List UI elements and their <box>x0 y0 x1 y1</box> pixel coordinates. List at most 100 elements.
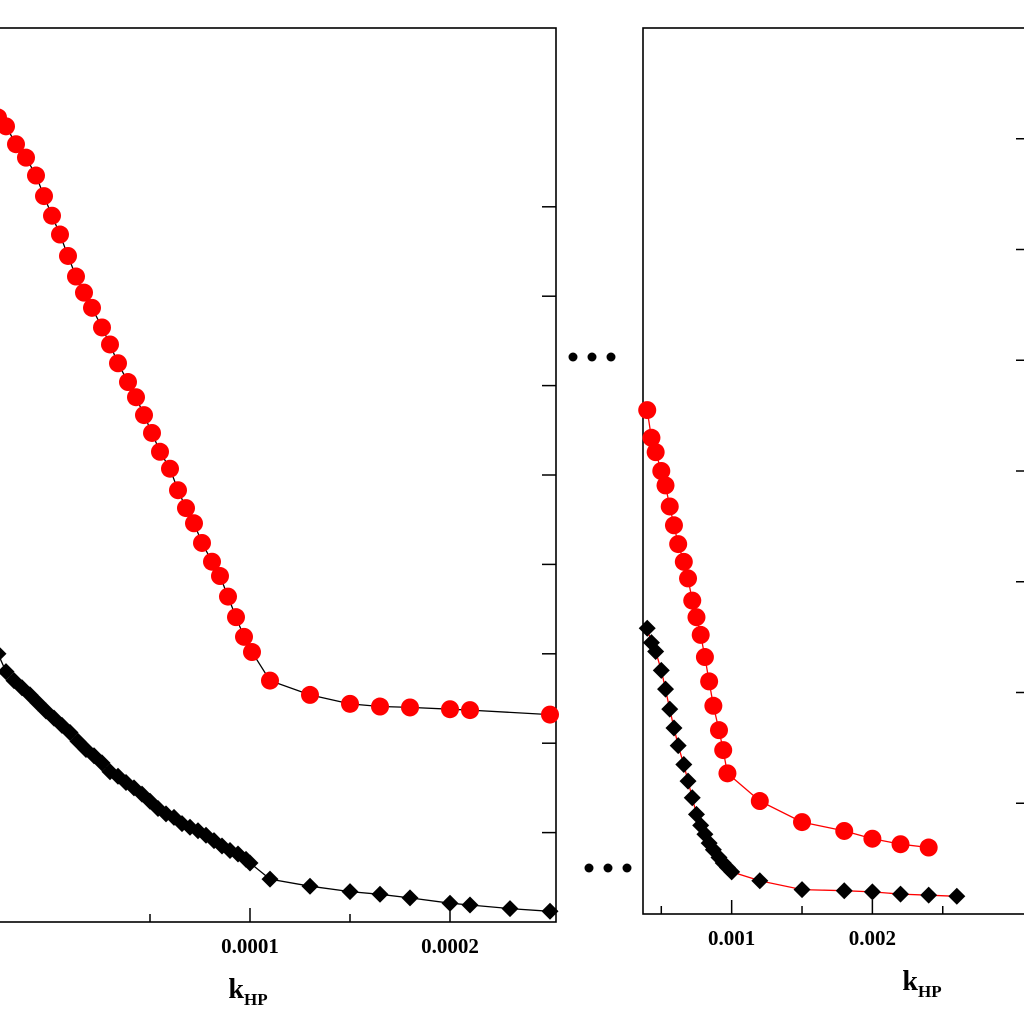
data-point-circle <box>687 608 706 627</box>
data-point-circle <box>135 406 153 425</box>
series-line <box>646 628 957 897</box>
data-point-circle <box>695 648 714 667</box>
data-point-circle <box>541 705 559 724</box>
data-point-circle <box>185 514 203 533</box>
data-point-circle <box>109 354 127 373</box>
data-point-circle <box>371 697 389 716</box>
data-point-diamond <box>371 885 389 903</box>
data-point-circle <box>750 792 769 811</box>
data-point-diamond <box>920 886 938 904</box>
data-point-circle <box>669 535 688 554</box>
data-point-diamond <box>835 882 853 900</box>
data-point-diamond <box>863 883 881 901</box>
data-point-circle <box>646 443 665 462</box>
data-point-circle <box>709 721 728 740</box>
break-dot <box>584 863 594 873</box>
data-point-circle <box>919 838 938 857</box>
data-point-diamond <box>441 894 459 912</box>
data-point-circle <box>652 462 671 480</box>
data-point-diamond <box>301 877 319 895</box>
data-point-circle <box>151 442 169 461</box>
data-point-circle <box>683 591 702 610</box>
data-point-diamond <box>669 737 687 755</box>
data-point-circle <box>101 335 119 354</box>
data-point-circle <box>642 428 661 447</box>
break-dot <box>622 863 632 873</box>
data-point-diamond <box>652 661 670 679</box>
data-point-diamond <box>241 854 259 872</box>
data-point-circle <box>75 283 93 302</box>
data-point-circle <box>261 671 279 690</box>
data-point-circle <box>7 135 25 154</box>
x-axis-label-main: k <box>228 974 244 1005</box>
data-point-circle <box>718 764 737 783</box>
data-point-diamond <box>461 896 479 914</box>
data-point-circle <box>674 552 693 571</box>
data-point-circle <box>301 685 319 704</box>
x-tick-label: 0.001 <box>708 926 755 950</box>
data-point-circle <box>169 481 187 500</box>
data-point-circle <box>401 698 419 717</box>
data-point-circle <box>35 187 53 206</box>
data-point-diamond <box>751 872 769 890</box>
data-point-circle <box>67 267 85 286</box>
data-point-circle <box>793 813 812 832</box>
series-line <box>0 656 551 912</box>
data-point-circle <box>461 701 479 720</box>
break-dot <box>603 863 613 873</box>
data-point-diamond <box>541 902 559 920</box>
x-axis-label-subscript: HP <box>918 982 942 1001</box>
data-point-diamond <box>948 887 966 905</box>
data-point-circle <box>891 835 910 854</box>
data-point-diamond <box>0 663 15 681</box>
data-point-circle <box>664 516 683 535</box>
data-point-circle <box>143 423 161 442</box>
data-point-diamond <box>0 647 7 661</box>
break-dot <box>568 352 578 362</box>
axis-break-ellipsis <box>568 352 632 873</box>
data-point-circle <box>93 318 111 337</box>
data-point-diamond <box>661 700 679 718</box>
data-point-diamond <box>261 870 279 888</box>
data-point-diamond <box>501 900 519 918</box>
data-point-circle <box>638 401 657 420</box>
data-point-circle <box>177 499 195 518</box>
data-point-circle <box>863 829 882 848</box>
x-axis-label: kHP <box>228 974 267 1009</box>
data-point-circle <box>161 459 179 478</box>
data-point-diamond <box>401 889 419 907</box>
data-point-diamond <box>723 863 741 881</box>
x-tick-label: 0.0001 <box>221 934 279 958</box>
x-axis-label: kHP <box>902 966 941 1001</box>
data-point-circle <box>660 497 679 516</box>
series-line <box>0 118 551 716</box>
data-point-circle <box>83 298 101 317</box>
data-point-diamond <box>647 643 665 661</box>
data-point-diamond <box>341 883 359 901</box>
data-point-diamond <box>675 755 693 773</box>
plot-frame <box>0 27 557 923</box>
data-point-circle <box>219 587 237 606</box>
data-point-diamond <box>793 881 811 899</box>
data-point-circle <box>835 821 854 840</box>
plot-frame <box>642 27 1024 915</box>
break-dot <box>587 352 597 362</box>
x-tick-label: 0.0002 <box>421 934 479 958</box>
data-point-circle <box>235 627 253 646</box>
x-tick-label: 0.002 <box>849 926 896 950</box>
data-point-circle <box>127 388 145 407</box>
data-point-circle <box>59 246 77 265</box>
break-dot <box>606 352 616 362</box>
data-point-circle <box>656 476 675 495</box>
data-point-circle <box>119 373 137 392</box>
data-point-circle <box>341 694 359 713</box>
data-point-circle <box>193 533 211 552</box>
data-point-circle <box>691 625 710 644</box>
data-point-circle <box>679 569 698 588</box>
data-point-diamond <box>679 772 697 790</box>
x-axis-label-main: k <box>902 966 918 997</box>
data-point-diamond <box>892 885 910 903</box>
data-point-circle <box>51 225 69 244</box>
